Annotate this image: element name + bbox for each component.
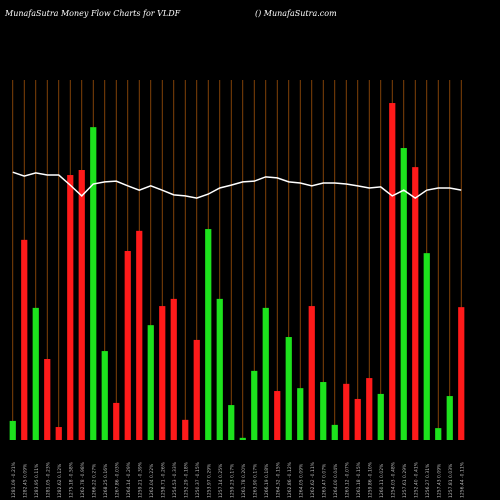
x-tick-label: 1266.19 0.18% [264,463,270,498]
bar [239,437,246,440]
x-tick-label: 1281.05 -0.23% [45,461,51,498]
chart-title: MunafaSutra Money Flow Charts for VLDF [4,9,181,18]
bar [101,351,108,440]
bar [308,306,315,440]
x-tick-label: 1257.14 0.25% [218,463,224,498]
bar [228,405,235,440]
x-tick-label: 1258.71 -0.26% [160,461,166,498]
x-tick-label: 1260.11 0.02% [379,463,385,498]
bar [170,298,177,440]
bar [251,370,258,440]
bar [113,402,120,440]
x-tick-label: 1252.40 -0.41% [413,461,419,498]
bar [331,424,338,440]
bar [124,251,131,440]
bar [389,103,396,440]
bar [262,307,269,440]
bar [159,306,166,440]
x-tick-label: 1262.86 -0.12% [287,461,293,498]
bar [435,428,442,440]
bar [320,382,327,440]
x-tick-label: 1262.04 0.22% [149,463,155,498]
bar [285,337,292,440]
bar [366,378,373,440]
bar [136,230,143,440]
x-tick-label: 1267.86 -0.03% [114,461,120,498]
x-tick-label: 1282.62 0.12% [57,463,63,498]
bar [90,127,97,440]
bar [216,298,223,440]
x-tick-label: 1262.78 -0.98% [80,461,86,498]
x-tick-label: 1264.14 -0.29% [126,461,132,498]
x-tick-label: 1266.22 0.27% [91,463,97,498]
chart-subtitle: () MunafaSutra.com [255,9,337,18]
x-tick-label: 1264.32 -0.15% [275,461,281,498]
bar [55,427,62,440]
bar [343,383,350,440]
x-tick-label: 1252.29 -0.18% [183,461,189,498]
bar [78,170,85,440]
x-tick-label: 1253.97 0.29% [206,463,212,498]
x-tick-label: 1256.44 -0.11% [459,461,465,498]
x-tick-label: 1283.95 0.11% [34,463,40,498]
bar [67,175,74,441]
bar [274,391,281,440]
x-tick-label: 1257.61 0.29% [402,463,408,498]
bar [412,167,419,440]
x-tick-label: 1256.27 0.31% [425,463,431,498]
x-tick-label: 1282.45 0.09% [22,463,28,498]
x-tick-label: 1259.86 -0.10% [367,461,373,498]
bar [377,393,384,440]
x-tick-label: 1254.03 -0.48% [390,461,396,498]
x-tick-label: 1264.00 0.04% [333,463,339,498]
x-tick-label: 1261.78 0.20% [241,463,247,498]
x-tick-label: 1263.12 -0.07% [344,461,350,498]
x-tick-label: 1262.62 -0.11% [310,461,316,498]
money-flow-line [12,171,462,199]
x-tick-label: 1263.47 0.07% [321,463,327,498]
bar [423,253,430,440]
bar [446,396,453,440]
bar [21,239,28,440]
x-tick-label: 1259.23 0.17% [229,463,235,498]
bar [193,339,200,440]
bar [182,419,189,440]
x-tick-label: 1257.81 0.03% [448,463,454,498]
bar [44,359,51,440]
bar [9,420,16,440]
bar [205,229,212,440]
x-tick-label: 1257.43 0.09% [436,463,442,498]
bar [354,398,361,440]
bar [458,307,465,440]
bar [297,388,304,440]
x-tick-label: 1250.37 -0.15% [195,461,201,498]
x-tick-label: 1275.18 -0.58% [68,461,74,498]
x-tick-label: 1254.53 -0.33% [172,461,178,498]
x-tick-label: 1281.09 -0.21% [11,461,17,498]
bar [400,148,407,441]
x-tick-label: 1268.25 0.16% [103,463,109,498]
x-tick-label: 1261.18 -0.15% [356,461,362,498]
bar [32,307,39,440]
x-tick-label: 1263.90 0.17% [252,463,258,498]
x-tick-label: 1259.21 -0.39% [137,461,143,498]
bar [147,325,154,440]
x-tick-label: 1264.05 0.09% [298,463,304,498]
